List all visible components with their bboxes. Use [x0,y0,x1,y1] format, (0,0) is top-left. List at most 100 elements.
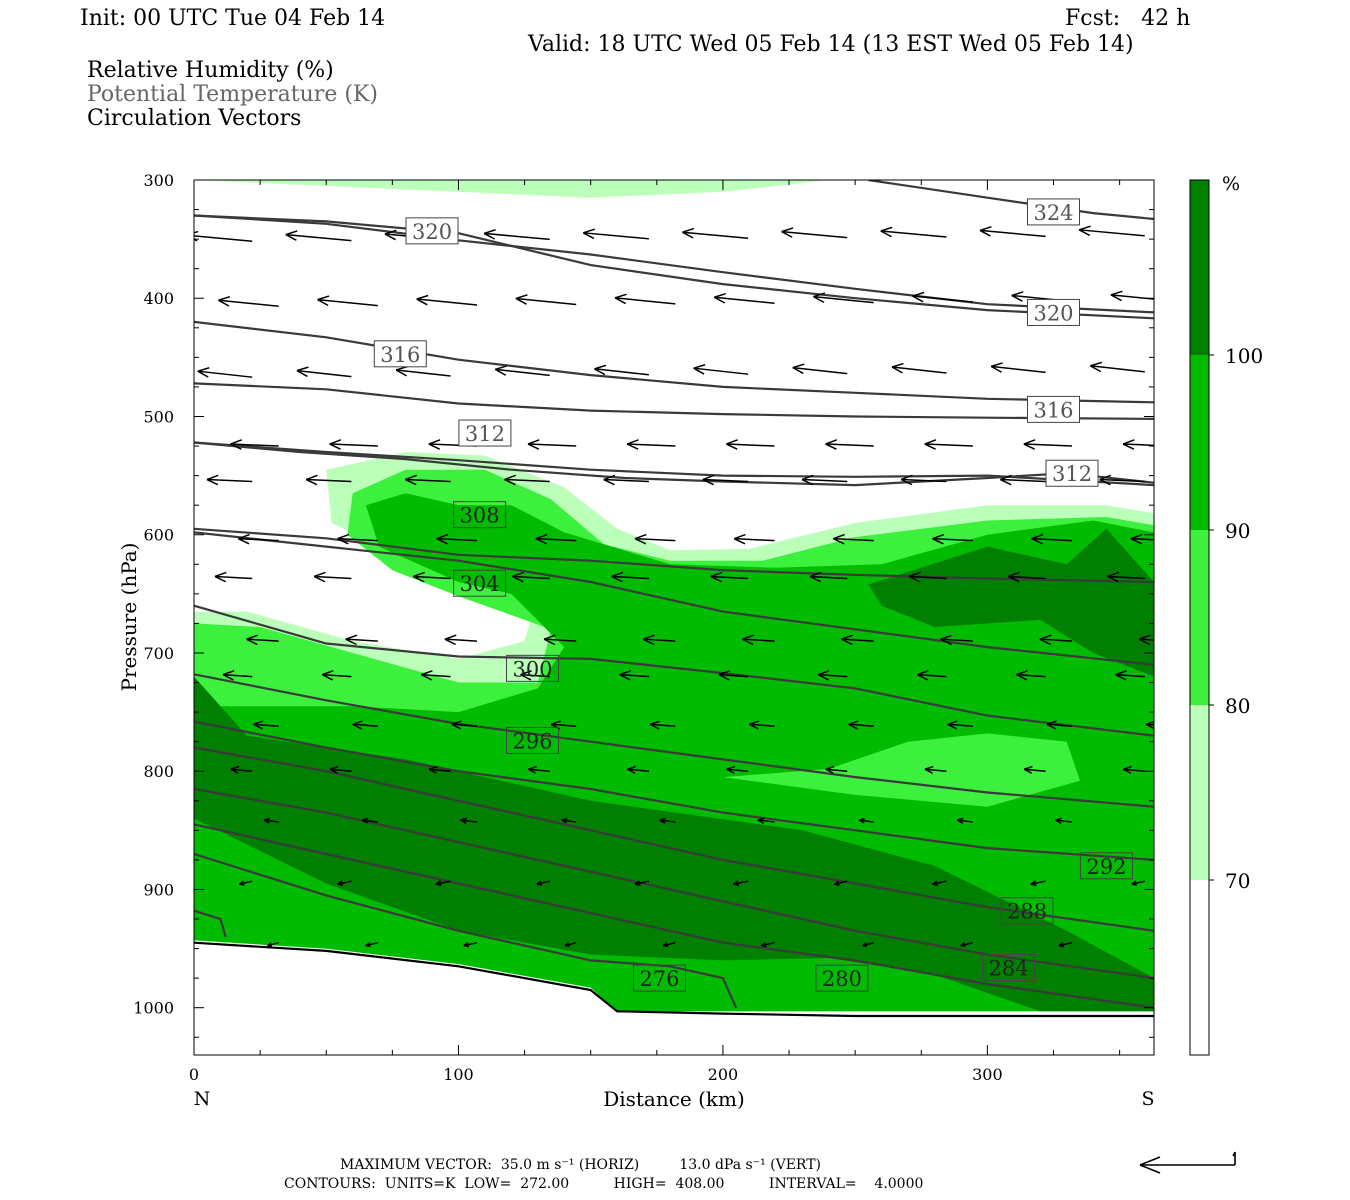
vector-arrow [880,226,947,238]
theta-label-312-6: 312 [1045,459,1099,487]
vector-arrow [1031,533,1073,545]
svg-text:316: 316 [380,343,420,367]
vector-arrow [682,227,749,239]
vector-arrow [603,474,649,486]
theta-contour-320-2 [194,214,1154,314]
forecast-hour: Fcst: 42 h [1065,6,1191,31]
field-theta: Potential Temperature (K) [87,82,378,107]
vector-arrow [912,291,973,303]
vector-arrow [504,474,550,486]
vector-arrow [626,439,676,450]
theta-contour-284-13 [194,787,1154,980]
vector-arrow [1099,474,1145,486]
vector-arrow [1131,880,1145,886]
colorbar-unit: % [1222,173,1240,195]
vector-arrow [267,941,279,948]
theta-label-324-0: 324 [1027,198,1081,226]
colorbar-frame [1189,179,1210,1056]
theta-label-312-5: 312 [458,419,512,447]
y-tick-label: 500 [143,407,174,426]
vector-arrow [416,294,478,306]
svg-text:284: 284 [988,957,1028,981]
colorbar-swatch-4 [1190,180,1209,355]
vector-arrow [932,533,973,545]
vector-arrow [900,474,947,486]
theta-label-280-14: 280 [815,964,869,992]
theta-contour-292-11 [194,720,1154,861]
x-tick-label: 0 [189,1065,199,1084]
vector-arrow [361,817,378,824]
vector-arrow [760,941,775,948]
axes: 300 400 500 600 700 800 900 1000 0 100 200 300 [133,171,1154,1084]
vector-arrow [817,670,848,681]
vector-arrow [813,292,874,304]
vector-arrow [1078,225,1145,237]
vector-arrow [614,293,676,305]
vector-arrow [365,941,379,948]
vector-arrow [1130,533,1154,545]
vector-arrow [412,571,451,583]
theta-label-292-11: 292 [1079,852,1133,880]
vector-arrow [1030,880,1046,887]
vector-arrow [726,439,775,450]
vector-arrow [1110,290,1154,302]
vector-arrow [520,670,550,681]
svg-text:320: 320 [412,220,452,244]
vector-arrow [1138,634,1154,646]
vector-arrow [862,941,874,948]
svg-text:288: 288 [1007,900,1047,924]
vector-arrow [649,720,676,730]
theta-label-276-15: 276 [632,964,686,992]
field-vectors: Circulation Vectors [87,106,302,131]
vector-arrow [809,571,848,583]
vector-arrow [726,765,749,774]
vector-arrow [428,765,451,774]
vector-arrow [444,634,478,646]
vector-arrow [627,765,649,774]
rh-region-70-0 [194,180,829,198]
vector-arrow [825,765,848,774]
vector-arrow [515,294,577,306]
vector-arrow [960,941,974,948]
vector-arrow [833,533,874,545]
vector-arrow [222,670,253,681]
theta-label-320-1: 320 [1027,298,1081,326]
vector-arrow [619,670,649,681]
vector-arrow [194,230,253,242]
vector-arrow [263,817,279,824]
y-tick-label: 600 [143,526,174,545]
vector-arrow [1115,670,1145,681]
vector-arrow [833,880,848,886]
vector-arrow [582,228,649,240]
vector-arrow [435,880,451,887]
vector-arrow [757,817,775,825]
vector-arrow [891,362,947,374]
vector-arrow [801,474,848,486]
vector-arrow [206,474,253,486]
theta-contour-276-15 [194,852,738,1009]
vector-arrow [1107,571,1145,583]
vector-arrow [732,880,749,887]
vector-arrow [285,230,352,242]
vector-arrow [230,765,253,774]
svg-text:304: 304 [460,572,500,596]
circulation-vectors [194,225,1172,948]
y-tick-label: 700 [143,644,174,663]
x-tick-label: 100 [443,1065,474,1084]
svg-text:276: 276 [639,967,679,991]
vector-arrow [321,670,352,681]
theta-label-288-12: 288 [1000,897,1054,925]
vector-arrow [841,634,874,646]
vector-arrow [1046,720,1073,730]
y-tick-label: 400 [143,289,174,308]
contour-note: CONTOURS: UNITS=K LOW= 272.00 HIGH= 408.… [284,1176,924,1192]
theta-label-316-3: 316 [373,340,427,368]
theta-label-300-9: 300 [506,654,560,682]
vector-arrow [1157,819,1172,823]
vector-arrow [792,363,848,375]
theta-contour-272-16 [194,909,227,938]
vector-arrow [1058,941,1073,948]
theta-label-304-8: 304 [453,569,507,597]
theta-label-284-13: 284 [982,954,1036,981]
